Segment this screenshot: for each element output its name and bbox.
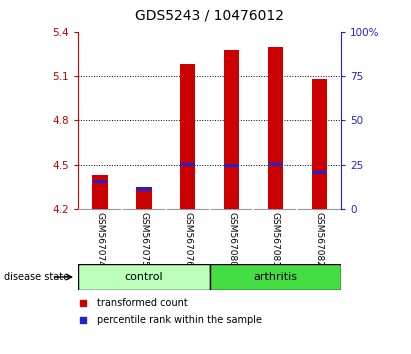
Bar [136,187,152,209]
Bar [312,171,326,174]
Text: transformed count: transformed count [97,298,187,308]
Text: GSM567082: GSM567082 [315,212,324,267]
Text: disease state: disease state [4,272,69,282]
Text: GSM567074: GSM567074 [95,212,104,267]
Text: GSM567081: GSM567081 [271,212,280,267]
Bar [224,164,239,167]
Text: control: control [125,272,163,282]
Bar [268,162,283,166]
Bar [92,175,108,209]
Text: GSM567080: GSM567080 [227,212,236,267]
Bar [180,162,195,166]
Text: GSM567075: GSM567075 [139,212,148,267]
Bar [78,264,210,290]
Bar [136,187,151,190]
Bar [210,264,341,290]
Text: GSM567076: GSM567076 [183,212,192,267]
Text: percentile rank within the sample: percentile rank within the sample [97,315,261,325]
Bar [93,180,107,183]
Bar [180,64,195,209]
Bar [312,79,327,209]
Bar [268,47,283,209]
Text: GDS5243 / 10476012: GDS5243 / 10476012 [135,9,284,23]
Text: arthritis: arthritis [253,272,298,282]
Bar [224,50,239,209]
